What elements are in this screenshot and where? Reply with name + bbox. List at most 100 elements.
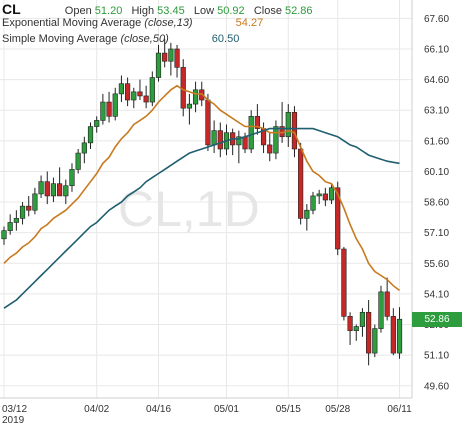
candle-up: [112, 93, 118, 117]
y-tick-label: 58.60: [424, 198, 449, 209]
candle-down: [137, 91, 143, 97]
candle-down: [125, 83, 131, 101]
sma-line: [3, 127, 400, 309]
candle-up: [211, 130, 217, 146]
ema-params: (close,13): [144, 17, 193, 29]
candle-up: [149, 77, 155, 103]
candle-up: [50, 183, 57, 197]
candle-down: [174, 48, 180, 68]
y-tick-label: 64.60: [424, 75, 449, 86]
candle-up: [100, 101, 106, 121]
x-tick-label: 03/12: [2, 404, 27, 415]
candle-down: [298, 148, 304, 219]
candle-up: [75, 152, 81, 170]
candle-down: [291, 111, 298, 150]
y-tick-label: 67.60: [424, 14, 449, 25]
candle-up: [69, 169, 75, 187]
candle-up: [186, 103, 193, 109]
candle-up: [316, 193, 322, 197]
candle-up: [353, 326, 359, 331]
candle-down: [341, 248, 347, 317]
candle-down: [390, 316, 396, 354]
y-tick-label: 51.10: [424, 351, 449, 362]
candle-up: [304, 209, 310, 219]
y-tick-label: 49.60: [424, 381, 449, 392]
y-tick-label: 66.10: [424, 44, 449, 55]
sma-label: Simple Moving Average: [2, 33, 118, 45]
candle-down: [217, 130, 223, 150]
candle-up: [38, 181, 44, 195]
candle-down: [205, 99, 211, 146]
y-tick-label: 63.10: [424, 106, 449, 117]
candle-up: [63, 185, 69, 197]
x-tick-label: 05/15: [276, 404, 301, 415]
candle-up: [236, 136, 242, 146]
candle-down: [143, 95, 149, 103]
candle-up: [273, 126, 279, 154]
candle-down: [44, 181, 50, 197]
candle-up: [7, 222, 13, 231]
candle-down: [366, 311, 372, 354]
sma-params: (close,50): [120, 33, 169, 45]
y-tick-label: 55.60: [424, 259, 449, 270]
candle-down: [322, 193, 328, 201]
open-value: 51.20: [94, 5, 123, 17]
x-tick-label: 06/11: [387, 404, 412, 415]
low-label: Low: [193, 5, 215, 17]
candle-down: [254, 116, 260, 129]
x-tick-label: 04/16: [146, 404, 171, 415]
x-tick-label: 05/28: [325, 404, 350, 415]
candle-up: [87, 126, 94, 144]
open-label: Open: [64, 5, 92, 17]
x-tick-label: 05/01: [214, 404, 239, 415]
candle-up: [1, 230, 7, 240]
candle-up: [248, 116, 254, 150]
candles: [1, 38, 403, 366]
low-value: 50.92: [217, 5, 245, 17]
candle-up: [13, 218, 19, 223]
grid: [0, 0, 412, 398]
y-tick-label: 57.10: [424, 228, 449, 239]
high-label: High: [131, 5, 155, 17]
candle-down: [162, 52, 168, 62]
last-price-badge: 52.86: [412, 311, 462, 327]
candle-down: [242, 136, 248, 150]
candle-down: [335, 187, 341, 250]
candle-down: [57, 183, 63, 197]
candle-down: [347, 316, 353, 331]
candle-down: [180, 67, 186, 109]
candle-down: [106, 101, 112, 117]
x-tick-year: 2019: [2, 415, 25, 426]
candle-up: [359, 311, 366, 327]
y-tick-label: 61.60: [424, 136, 449, 147]
candle-up: [32, 193, 38, 211]
candle-up: [118, 83, 125, 95]
candle-down: [267, 144, 273, 154]
high-value: 53.45: [157, 5, 185, 17]
candle-up: [378, 291, 384, 329]
candle-up: [131, 91, 137, 101]
candle-up: [81, 142, 87, 154]
y-tick-label: 54.10: [424, 289, 449, 300]
candle-up: [94, 120, 100, 127]
candle-up: [155, 52, 162, 78]
candle-down: [26, 205, 32, 211]
candle-up: [372, 328, 378, 354]
ema-value: 54.27: [235, 17, 264, 29]
candle-up: [19, 205, 26, 219]
ema-label: Exponential Moving Average: [2, 17, 142, 29]
candle-up: [192, 89, 199, 105]
watermark: CL,1D: [118, 181, 260, 237]
candle-up: [310, 195, 316, 211]
x-tick-label: 04/02: [84, 404, 109, 415]
candle-up: [328, 187, 335, 201]
candle-up: [285, 111, 291, 138]
price-axis: 67.60 66.10 64.60 63.10 61.60 60.10 58.60 57.10…: [424, 14, 449, 392]
candle-up: [168, 48, 174, 62]
candle-up: [396, 318, 403, 354]
y-tick-label: 60.10: [424, 167, 449, 178]
symbol: CL: [2, 1, 21, 17]
close-value: 52.86: [285, 5, 313, 17]
